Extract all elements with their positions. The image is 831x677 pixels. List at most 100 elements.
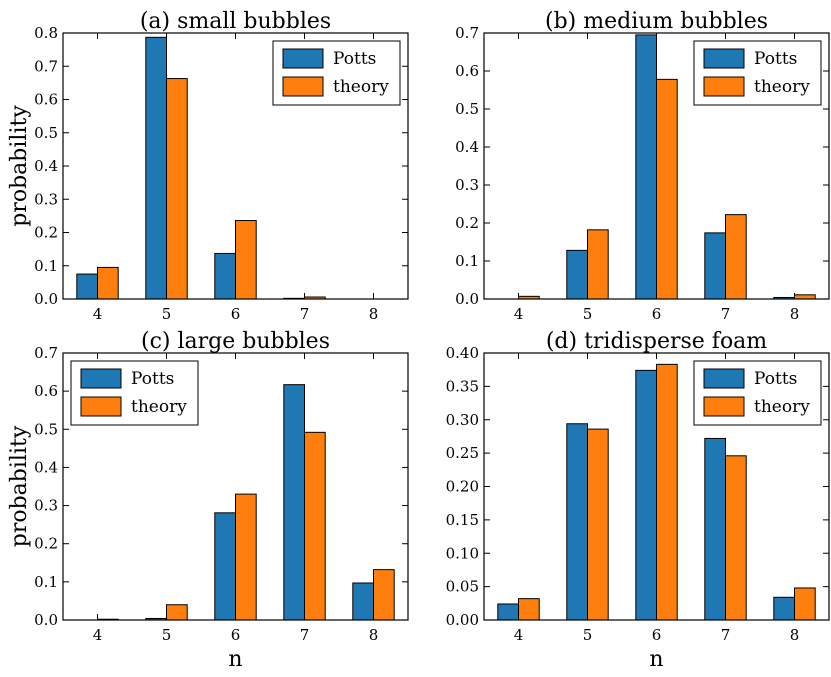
y-axis-label: probability — [7, 105, 32, 227]
bar-potts-6 — [635, 369, 657, 621]
legend-swatch-theory — [80, 396, 122, 417]
y-tick-label: 0.25 — [446, 444, 479, 462]
legend-swatch-theory — [703, 76, 745, 97]
x-tick-label: 5 — [162, 305, 172, 323]
x-tick-label: 4 — [93, 305, 103, 323]
bar-theory-5 — [587, 428, 609, 621]
x-tick-label: 7 — [721, 626, 731, 644]
bar-theory-6 — [235, 493, 257, 621]
bar-theory-4 — [97, 266, 119, 300]
y-tick-label: 0.1 — [34, 573, 58, 591]
legend: Potts theory — [693, 360, 822, 426]
chart-panel-3: 0.0 0.1 0.2 0.3 0.4 0.5 0.6 0.7 4 5 6 7 8 (c) large b… — [7, 329, 409, 672]
bar-potts-6 — [214, 252, 237, 300]
bar-potts-5 — [566, 423, 588, 621]
y-tick-label: 0.7 — [455, 24, 479, 42]
bar-theory-7 — [725, 214, 747, 300]
chart-title: (a) small bubbles — [140, 9, 331, 34]
x-tick-label: 6 — [231, 626, 241, 644]
bar-potts-6 — [635, 34, 657, 300]
legend-label-potts: Potts — [131, 369, 174, 389]
legend-label-potts: Potts — [333, 49, 376, 69]
bar-potts-8 — [773, 596, 795, 621]
y-tick-label: 0.8 — [34, 24, 58, 42]
x-tick-label: 8 — [790, 305, 800, 323]
y-tick-label: 0.2 — [455, 214, 479, 232]
chart-title: (d) tridisperse foam — [546, 329, 767, 354]
x-tick-label: 4 — [514, 305, 524, 323]
legend: Potts theory — [272, 40, 401, 106]
y-tick-label: 0.4 — [34, 157, 58, 175]
legend: Potts theory — [70, 360, 199, 426]
x-axis-label: n — [649, 647, 663, 672]
bar-theory-4 — [518, 598, 540, 621]
y-tick-label: 0.7 — [34, 344, 58, 362]
y-tick-label: 0.1 — [34, 257, 58, 275]
legend-label-theory: theory — [333, 77, 389, 97]
y-tick-label: 0.0 — [34, 611, 58, 629]
bar-theory-7 — [304, 431, 326, 621]
y-tick-label: 0.4 — [34, 458, 58, 476]
bar-potts-7 — [704, 437, 726, 621]
x-tick-label: 4 — [93, 626, 103, 644]
y-tick-label: 0.40 — [446, 344, 479, 362]
bar-potts-5 — [145, 36, 168, 300]
y-tick-label: 0.3 — [34, 190, 58, 208]
legend-swatch-potts — [703, 48, 745, 69]
y-tick-label: 0.7 — [34, 57, 58, 75]
legend-swatch-potts — [703, 368, 745, 389]
x-tick-label: 4 — [514, 626, 524, 644]
bar-potts-4 — [76, 273, 99, 300]
x-tick-label: 8 — [369, 626, 379, 644]
bar-potts-8 — [352, 582, 374, 621]
x-tick-label: 5 — [583, 305, 593, 323]
bar-potts-7 — [283, 384, 305, 621]
chart-panel-2: 0.0 0.1 0.2 0.3 0.4 0.5 0.6 0.7 4 5 6 7 8 (b) medium … — [455, 9, 830, 323]
chart-panel-1: 0.0 0.1 0.2 0.3 0.4 0.5 0.6 0.7 0.8 4 5 6 7 8 (a) smal… — [7, 9, 409, 323]
y-tick-label: 0.3 — [34, 497, 58, 515]
legend-label-theory: theory — [754, 397, 810, 417]
bar-theory-5 — [166, 78, 188, 300]
x-tick-label: 6 — [231, 305, 241, 323]
y-tick-label: 0.30 — [446, 411, 479, 429]
legend-label-potts: Potts — [754, 49, 797, 69]
y-axis-label: probability — [7, 425, 32, 547]
bar-theory-7 — [725, 455, 747, 621]
y-tick-label: 0.1 — [455, 252, 479, 270]
x-tick-label: 7 — [721, 305, 731, 323]
legend-swatch-potts — [282, 48, 324, 69]
y-tick-label: 0.6 — [34, 91, 58, 109]
y-tick-label: 0.35 — [446, 377, 479, 395]
x-tick-label: 8 — [790, 626, 800, 644]
chart-title: (b) medium bubbles — [545, 9, 768, 34]
x-tick-label: 7 — [300, 626, 310, 644]
y-tick-label: 0.00 — [446, 611, 479, 629]
x-tick-label: 6 — [652, 305, 662, 323]
bar-theory-8 — [373, 569, 395, 621]
y-tick-label: 0.4 — [455, 138, 479, 156]
bar-potts-7 — [704, 232, 726, 300]
y-tick-label: 0.6 — [455, 62, 479, 80]
legend-swatch-potts — [80, 368, 122, 389]
y-tick-label: 0.5 — [455, 100, 479, 118]
y-tick-label: 0.0 — [455, 290, 479, 308]
legend-swatch-theory — [703, 396, 745, 417]
bar-theory-8 — [794, 294, 816, 300]
bar-theory-5 — [587, 229, 609, 300]
y-tick-label: 0.3 — [455, 176, 479, 194]
y-tick-label: 0.5 — [34, 124, 58, 142]
bar-potts-4 — [497, 603, 519, 621]
bar-theory-6 — [656, 78, 678, 300]
bar-theory-5 — [166, 604, 188, 621]
bar-theory-6 — [656, 363, 678, 621]
bar-theory-6 — [235, 220, 257, 300]
legend-label-theory: theory — [754, 77, 810, 97]
x-tick-label: 8 — [369, 305, 379, 323]
legend: Potts theory — [693, 40, 822, 106]
y-tick-label: 0.0 — [34, 290, 58, 308]
y-tick-label: 0.10 — [446, 544, 479, 562]
bar-theory-8 — [794, 587, 816, 621]
x-tick-label: 5 — [162, 626, 172, 644]
chart-panel-4: 0.00 0.05 0.10 0.15 0.20 0.25 0.30 0.35 0.40 4 5 6 7… — [446, 329, 830, 672]
